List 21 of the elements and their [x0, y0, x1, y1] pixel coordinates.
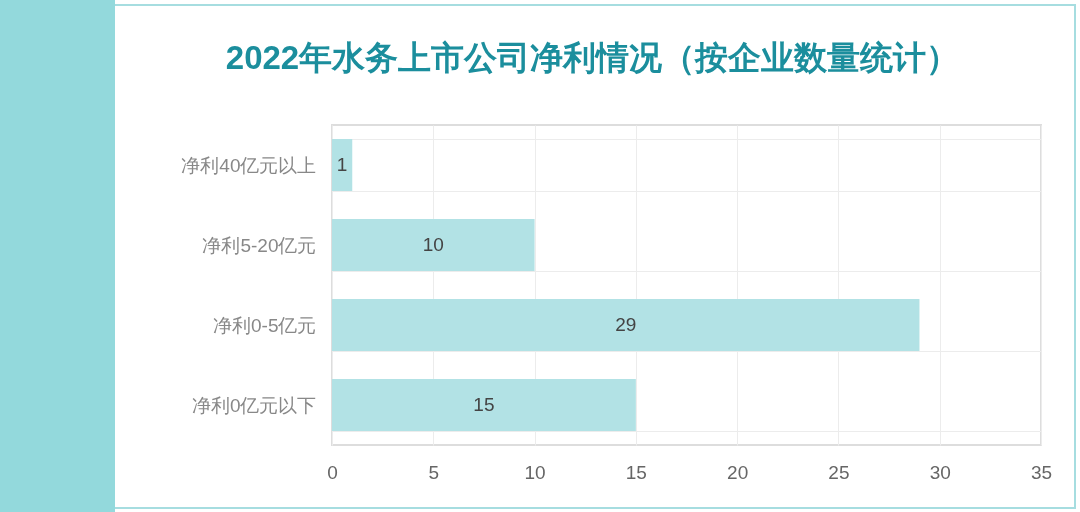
y-tick-label: 净利40亿元以上 — [181, 154, 317, 176]
y-tick-label: 净利5-20亿元 — [202, 234, 317, 256]
y-tick-label: 净利0亿元以下 — [191, 394, 317, 416]
chart-title: 2022年水务上市公司净利情况（按企业数量统计） — [225, 39, 960, 76]
data-label: 29 — [615, 314, 637, 335]
x-tick-label: 30 — [929, 461, 951, 483]
x-tick-label: 0 — [327, 461, 338, 483]
x-tick-label: 15 — [625, 461, 647, 483]
x-tick-label: 10 — [524, 461, 546, 483]
x-tick-label: 20 — [727, 461, 749, 483]
x-tick-label: 25 — [828, 461, 850, 483]
x-tick-label: 35 — [1030, 461, 1053, 483]
bar — [332, 379, 636, 431]
bar — [332, 139, 353, 191]
data-label: 10 — [422, 234, 444, 255]
y-tick-label: 净利0-5亿元 — [213, 314, 317, 336]
bar — [332, 219, 535, 271]
data-label: 1 — [336, 154, 348, 175]
x-tick-label: 5 — [428, 461, 440, 483]
bar — [332, 299, 920, 351]
data-label: 15 — [473, 394, 495, 415]
